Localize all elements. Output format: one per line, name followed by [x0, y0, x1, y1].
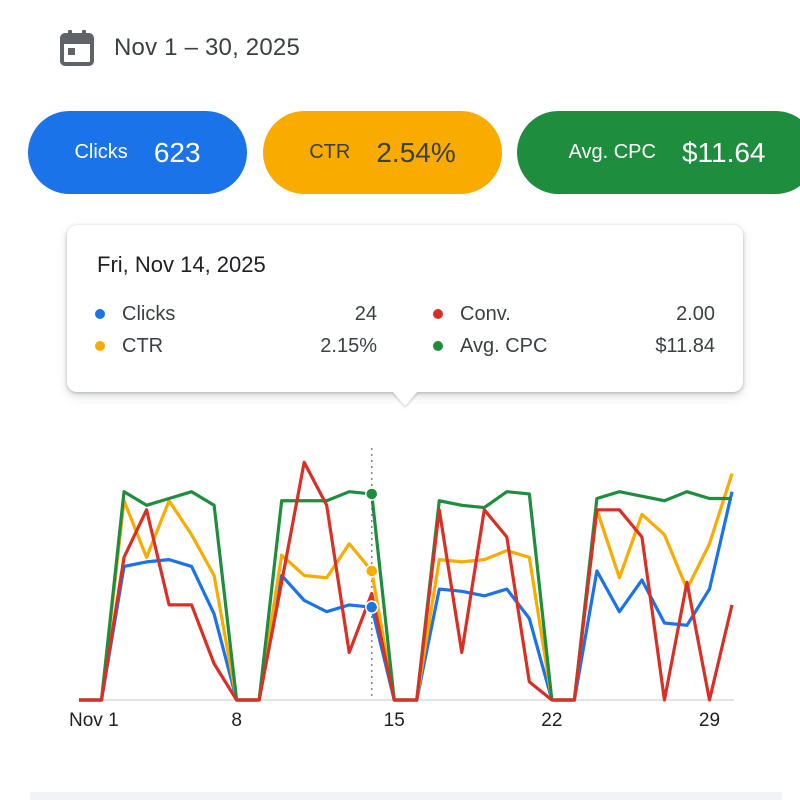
- tooltip-pointer: [392, 391, 418, 406]
- tooltip-date: Fri, Nov 14, 2025: [97, 252, 266, 277]
- date-range-label: Nov 1 – 30, 2025: [114, 34, 301, 61]
- avg-cpc-legend-dot: [433, 341, 443, 351]
- clicks-series-line: [79, 491, 734, 702]
- performance-line-chart[interactable]: Nov 1 8 15 22 29: [0, 420, 800, 740]
- ctr-metric-chip[interactable]: CTR 2.54%: [263, 111, 502, 194]
- x-tick-label: 22: [541, 710, 562, 731]
- marker-layer: [364, 487, 379, 614]
- x-tick-label: 29: [699, 710, 720, 731]
- tooltip-conv-value: 2.00: [676, 303, 715, 325]
- x-tick-label: 8: [231, 710, 242, 731]
- clicks-chip-label: Clicks: [74, 141, 128, 163]
- tooltip-conv-row: Conv.: [433, 301, 511, 327]
- avg-cpc-chip-label: Avg. CPC: [568, 141, 656, 163]
- series-layer: [79, 460, 734, 702]
- avg-cpc-highlight-point: [364, 487, 379, 501]
- chart-tooltip: Fri, Nov 14, 2025 Clicks 24 CTR 2.15% Co…: [67, 225, 743, 392]
- avg-cpc-metric-chip[interactable]: Avg. CPC $11.64: [517, 111, 800, 194]
- tooltip-ctr-value: 2.15%: [320, 335, 377, 357]
- ctr-legend-dot: [95, 341, 105, 351]
- clicks-highlight-point: [364, 600, 379, 614]
- conv-series-line: [79, 460, 734, 702]
- clicks-chip-value: 623: [153, 136, 201, 168]
- conv-legend-dot: [433, 309, 443, 319]
- ctr-chip-label: CTR: [309, 141, 351, 163]
- x-tick-label: Nov 1: [69, 710, 119, 731]
- tooltip-conv-label: Conv.: [460, 302, 511, 325]
- date-range-selector[interactable]: Nov 1 – 30, 2025: [60, 28, 300, 68]
- tooltip-avg-cpc-value: $11.84: [655, 335, 715, 357]
- tooltip-avg-cpc-row: Avg. CPC: [433, 333, 547, 359]
- avg-cpc-chip-value: $11.64: [681, 136, 766, 168]
- ctr-series-line: [79, 473, 734, 702]
- tooltip-avg-cpc-label: Avg. CPC: [460, 334, 548, 357]
- calendar-icon: [60, 30, 94, 66]
- tooltip-clicks-row: Clicks: [95, 301, 175, 327]
- tooltip-ctr-row: CTR: [95, 333, 163, 359]
- tooltip-clicks-label: Clicks: [122, 302, 176, 325]
- bottom-panel-edge: [30, 792, 782, 800]
- tooltip-clicks-value: 24: [354, 303, 377, 325]
- ctr-chip-value: 2.54%: [376, 136, 456, 168]
- clicks-legend-dot: [95, 309, 105, 319]
- ctr-highlight-point: [364, 564, 379, 578]
- x-tick-label: 15: [384, 710, 405, 731]
- tooltip-ctr-label: CTR: [122, 334, 164, 357]
- avg-cpc-series-line: [79, 490, 732, 702]
- clicks-metric-chip[interactable]: Clicks 623: [28, 111, 247, 194]
- x-axis-ticks: Nov 1 8 15 22 29: [69, 710, 720, 731]
